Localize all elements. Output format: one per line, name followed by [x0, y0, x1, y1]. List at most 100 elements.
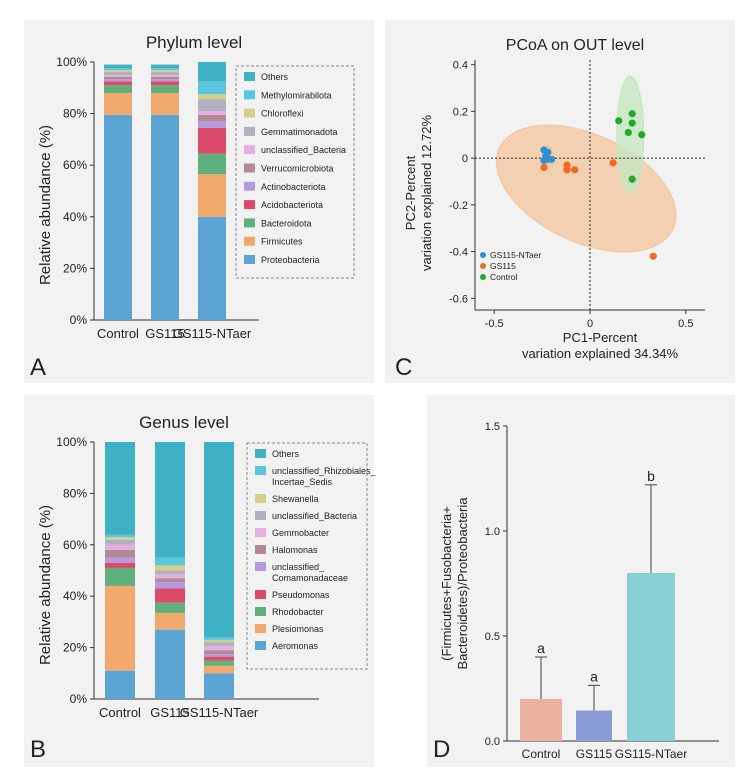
y-tick-label: 20% [63, 641, 87, 655]
legend-swatch [244, 145, 255, 155]
panel-label: D [433, 736, 450, 763]
legend-label: unclassified_Rhizobiales_ Incertae_Sedis [272, 466, 377, 487]
bar-segment [198, 99, 226, 112]
y-tick-label: 80% [63, 486, 87, 500]
bar-segment [198, 174, 226, 217]
data-point [563, 166, 571, 174]
legend-label: Gemmatimonadota [261, 127, 338, 137]
x-tick-label: GS115-NTaer [173, 326, 252, 341]
legend-label: unclassified_ Comamonadaceae [272, 562, 348, 583]
legend-swatch [255, 528, 266, 537]
bar-segment [204, 660, 234, 666]
bar-segment [155, 557, 185, 566]
legend-marker [480, 252, 486, 258]
significance-letter: b [647, 468, 655, 484]
legend-swatch [244, 181, 255, 191]
ratio-bar-chart: D 0.0 0.5 1.0 1.5 a a b (Firmicutes+Fusobacteri… [433, 421, 719, 763]
bar-segment [198, 94, 226, 100]
x-axis-label: PC1-Percent variation explained 34.34% [522, 330, 679, 361]
bar-segment [105, 585, 135, 671]
genus-stacked-bar-chart: Genus level Relative abundance (%) B 0% 2… [30, 413, 377, 763]
pcoa-scatter-chart: PCoA on OUT level C -0.6 -0.4 -0.2 0 0.2 0.4 -… [395, 37, 705, 381]
legend-swatch [255, 590, 266, 599]
bar-segment [151, 75, 179, 77]
chart-title: Phylum level [146, 33, 242, 52]
bar-segment [104, 92, 132, 115]
bar-segment [151, 114, 179, 320]
legend-label: Proteobacteria [261, 255, 320, 265]
legend-swatch [244, 90, 255, 100]
panel-b: Genus level Relative abundance (%) B 0% 2… [24, 395, 377, 767]
chart-title: PCoA on OUT level [506, 37, 644, 54]
data-point [544, 148, 552, 156]
bar-segment [151, 85, 179, 93]
bar-segment [204, 673, 234, 699]
bar-segment [198, 81, 226, 95]
bar-segment [198, 111, 226, 115]
bar-segment [105, 442, 135, 535]
legend-label: Shewanella [272, 494, 319, 504]
legend-label: Pseudomonas [272, 590, 330, 600]
bar-segment [104, 76, 132, 80]
bar-segment [105, 544, 135, 550]
bar-segment [155, 442, 185, 558]
legend-swatch [255, 562, 266, 571]
significance-letter: a [590, 668, 598, 684]
y-tick-label: 1.0 [485, 526, 500, 538]
y-tick-label: 40% [63, 589, 87, 603]
bar-segment [105, 670, 135, 699]
legend-swatch [255, 641, 266, 650]
legend-label: Bacteroidota [261, 218, 312, 228]
legend-swatch [255, 545, 266, 554]
legend-box [246, 442, 368, 670]
legend-swatch [244, 218, 255, 228]
chart-title: Genus level [139, 413, 229, 432]
x-tick-label: GS115-NTaer [180, 705, 259, 720]
data-point [609, 159, 617, 167]
bar-segment [104, 64, 132, 69]
bar-segment [104, 81, 132, 86]
y-tick-label: 0.0 [485, 736, 500, 748]
y-tick-label: 60% [63, 158, 87, 172]
legend-label: Verrucomicrobiota [261, 164, 334, 174]
x-tick-label: GS115 [576, 747, 613, 761]
panel-label: A [30, 354, 46, 381]
x-tick-label: Control [522, 747, 561, 761]
legend-label: Control [490, 272, 518, 282]
bar-segment [204, 442, 234, 638]
bar-segment [204, 665, 234, 674]
bar-segment [104, 79, 132, 82]
bar [627, 573, 675, 741]
bar-segment [155, 612, 185, 630]
y-tick-label: -0.4 [449, 247, 468, 259]
legend-label: Methylomirabilota [261, 90, 332, 100]
x-tick-label: GS115 [150, 705, 190, 720]
x-tick-label: GS115-NTaer [615, 747, 687, 761]
bar-segment [204, 639, 234, 643]
data-point [540, 156, 548, 165]
bar-segment [104, 68, 132, 70]
legend-swatch [244, 255, 255, 264]
bar-segment [204, 650, 234, 655]
legend-swatch [255, 511, 266, 520]
bar-segment [151, 64, 179, 69]
x-tick-label: 0 [587, 318, 593, 330]
legend-marker [480, 263, 486, 269]
legend-label: Gemmobacter [272, 528, 329, 538]
bar-segment [198, 127, 226, 154]
bar-segment [198, 114, 226, 122]
y-tick-label: 0% [70, 313, 88, 327]
bar-segment [105, 534, 135, 538]
legend-label: Firmicutes [261, 237, 303, 247]
bar-segment [105, 557, 135, 563]
legend-swatch [255, 494, 266, 503]
y-tick-label: 100% [56, 55, 87, 69]
data-point [571, 166, 579, 174]
y-tick-label: 0.4 [453, 60, 468, 72]
bar-segment [155, 629, 185, 699]
legend-label: unclassified_Bacteria [272, 511, 357, 521]
y-tick-label: 0 [462, 153, 468, 165]
bar-segment [105, 567, 135, 586]
legend-swatch [244, 72, 255, 81]
y-tick-label: 100% [56, 435, 87, 449]
